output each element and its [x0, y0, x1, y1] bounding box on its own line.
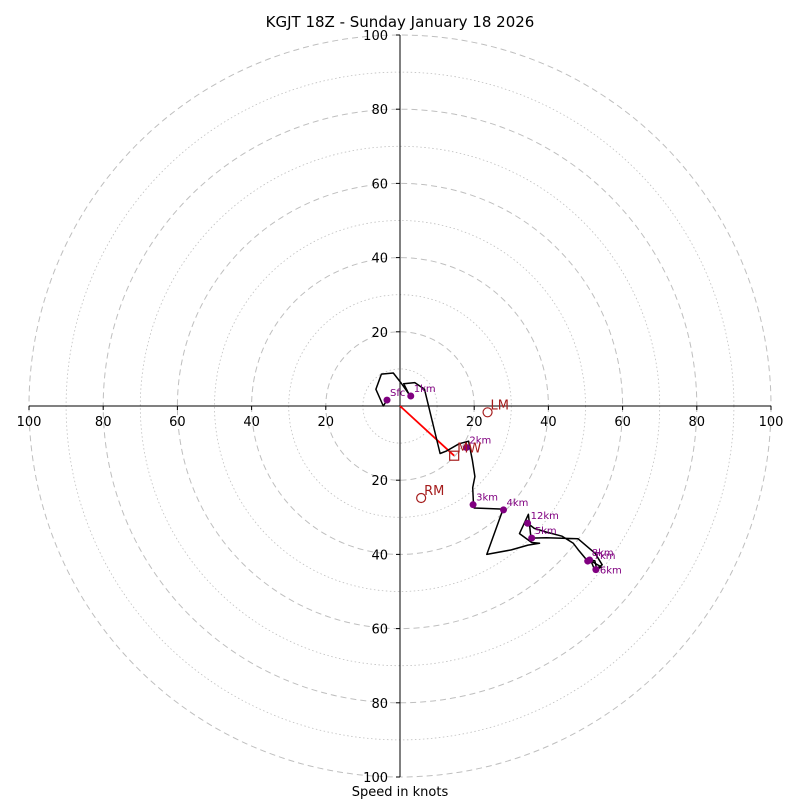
mean-wind-label: MW — [457, 442, 481, 457]
height-label-7km: 7km — [594, 551, 616, 562]
y-tick-label-top-100: 100 — [363, 29, 388, 44]
height-marker-3km — [469, 501, 477, 509]
shear-vector-layer — [399, 405, 455, 457]
height-label-5km: 5km — [535, 526, 557, 537]
height-label-4km: 4km — [507, 498, 529, 509]
bunkers-right-marker — [416, 492, 427, 504]
x-tick-label-left-80: 80 — [95, 415, 112, 430]
x-tick-label-right-60: 60 — [614, 415, 631, 430]
height-marker-6km — [592, 566, 600, 574]
y-tick-label-top-60: 60 — [371, 177, 388, 192]
bunkers-right-label: RM — [424, 484, 444, 499]
height-marker-4km — [500, 506, 508, 514]
x-tick-label-left-100: 100 — [17, 415, 42, 430]
height-label-2km: 2km — [469, 436, 491, 447]
height-label-1km: 1km — [414, 384, 436, 395]
x-tick-label-right-40: 40 — [540, 415, 557, 430]
chart-title: KGJT 18Z - Sunday January 18 2026 — [266, 13, 535, 31]
wind-trace-layer — [375, 372, 603, 572]
x-tick-label-left-20: 20 — [318, 415, 335, 430]
y-tick-label-bottom-80: 80 — [371, 697, 388, 712]
y-tick-label-top-80: 80 — [371, 103, 388, 118]
height-marker-2km — [462, 444, 470, 452]
bunkers-left-marker — [482, 407, 493, 418]
bunkers-left-label: LM — [491, 398, 509, 413]
height-label-3km: 3km — [476, 493, 498, 504]
x-tick-label-left-60: 60 — [169, 415, 186, 430]
x-tick-label-right-20: 20 — [466, 415, 483, 430]
height-marker-1km — [407, 392, 415, 400]
tick-labels: 100 80 60 40 20 20 40 60 80 100 100 80 60 40 20 20 40 60 8… — [17, 29, 784, 786]
height-label-6km: 6km — [600, 566, 622, 577]
hodograph-trace-line — [375, 372, 603, 572]
y-tick-label-bottom-60: 60 — [371, 623, 388, 638]
height-marker-12km — [524, 519, 532, 527]
height-marker-Sfc — [383, 396, 391, 404]
height-label-8km: 8km — [592, 548, 614, 559]
shear-vector-line — [399, 405, 455, 457]
y-tick-label-bottom-100: 100 — [363, 771, 388, 786]
height-marker-8km — [584, 557, 592, 565]
height-marker-5km — [528, 534, 536, 542]
y-tick-label-top-20: 20 — [371, 326, 388, 341]
storm-motion-markers: LM RM MW — [416, 398, 509, 504]
y-tick-label-top-40: 40 — [371, 252, 388, 267]
y-tick-label-bottom-40: 40 — [371, 548, 388, 563]
mean-wind-marker — [449, 450, 460, 461]
x-tick-label-left-40: 40 — [243, 415, 260, 430]
x-tick-label-right-80: 80 — [689, 415, 706, 430]
x-axis-label: Speed in knots — [352, 785, 449, 800]
height-label-12km: 12km — [531, 511, 559, 522]
x-tick-label-right-100: 100 — [759, 415, 784, 430]
height-label-Sfc: Sfc — [390, 388, 405, 399]
y-tick-label-bottom-20: 20 — [371, 474, 388, 489]
